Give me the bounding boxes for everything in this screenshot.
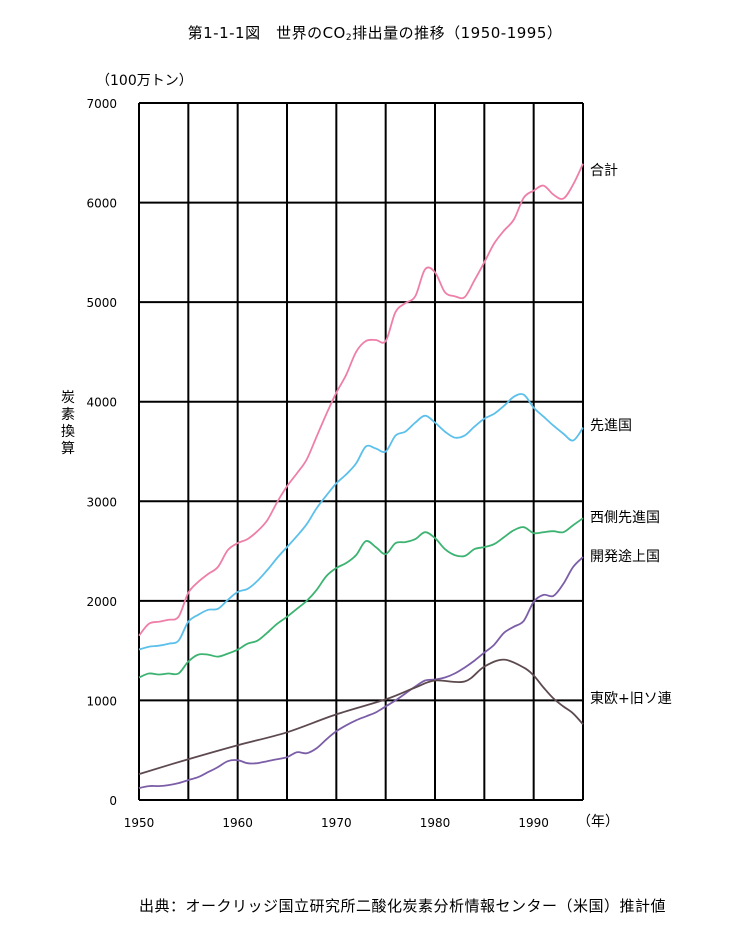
- y-tick-label: 6000: [86, 197, 117, 211]
- series-label-0: 合計: [590, 163, 618, 179]
- series-label-1: 先進国: [590, 418, 632, 434]
- series-line-2: [138, 517, 584, 679]
- chart-title-rest: 排出量の推移（1950-1995）: [352, 24, 563, 42]
- x-tick-label: 1970: [321, 816, 352, 830]
- chart-title-subscript: 2: [345, 33, 353, 43]
- y-tick-label: 3000: [86, 495, 117, 509]
- y-axis-label: 炭素換算: [61, 390, 75, 457]
- y-tick-label: 2000: [86, 595, 117, 609]
- series-label-4: 東欧+旧ソ連: [590, 691, 672, 707]
- y-tick-label: 4000: [86, 396, 117, 410]
- series-line-3: [138, 556, 584, 789]
- y-tick-label: 1000: [86, 694, 117, 708]
- chart-title: 第1-1-1図 世界のCO2排出量の推移（1950-1995）: [0, 22, 750, 43]
- x-tick-label: 1960: [222, 816, 253, 830]
- chart-title-main: 第1-1-1図 世界のCO: [187, 24, 346, 42]
- x-tick-label: 1990: [518, 816, 549, 830]
- x-tick-label: 1950: [124, 816, 155, 830]
- x-tick-label: 1980: [420, 816, 451, 830]
- y-tick-label: 7000: [86, 97, 117, 111]
- y-tick-label: 5000: [86, 296, 117, 310]
- y-unit-label: （100万トン）: [96, 73, 193, 89]
- y-tick-label: 0: [109, 794, 117, 808]
- series-label-3: 開発途上国: [590, 548, 660, 565]
- series-line-1: [138, 393, 584, 651]
- series-line-0: [138, 163, 584, 637]
- series-line-4: [138, 658, 584, 775]
- source-note: 出典：オークリッジ国立研究所二酸化炭素分析情報センター（米国）推計値: [139, 897, 667, 915]
- series-label-2: 西側先進国: [590, 510, 660, 526]
- x-unit-label: （年）: [577, 814, 619, 830]
